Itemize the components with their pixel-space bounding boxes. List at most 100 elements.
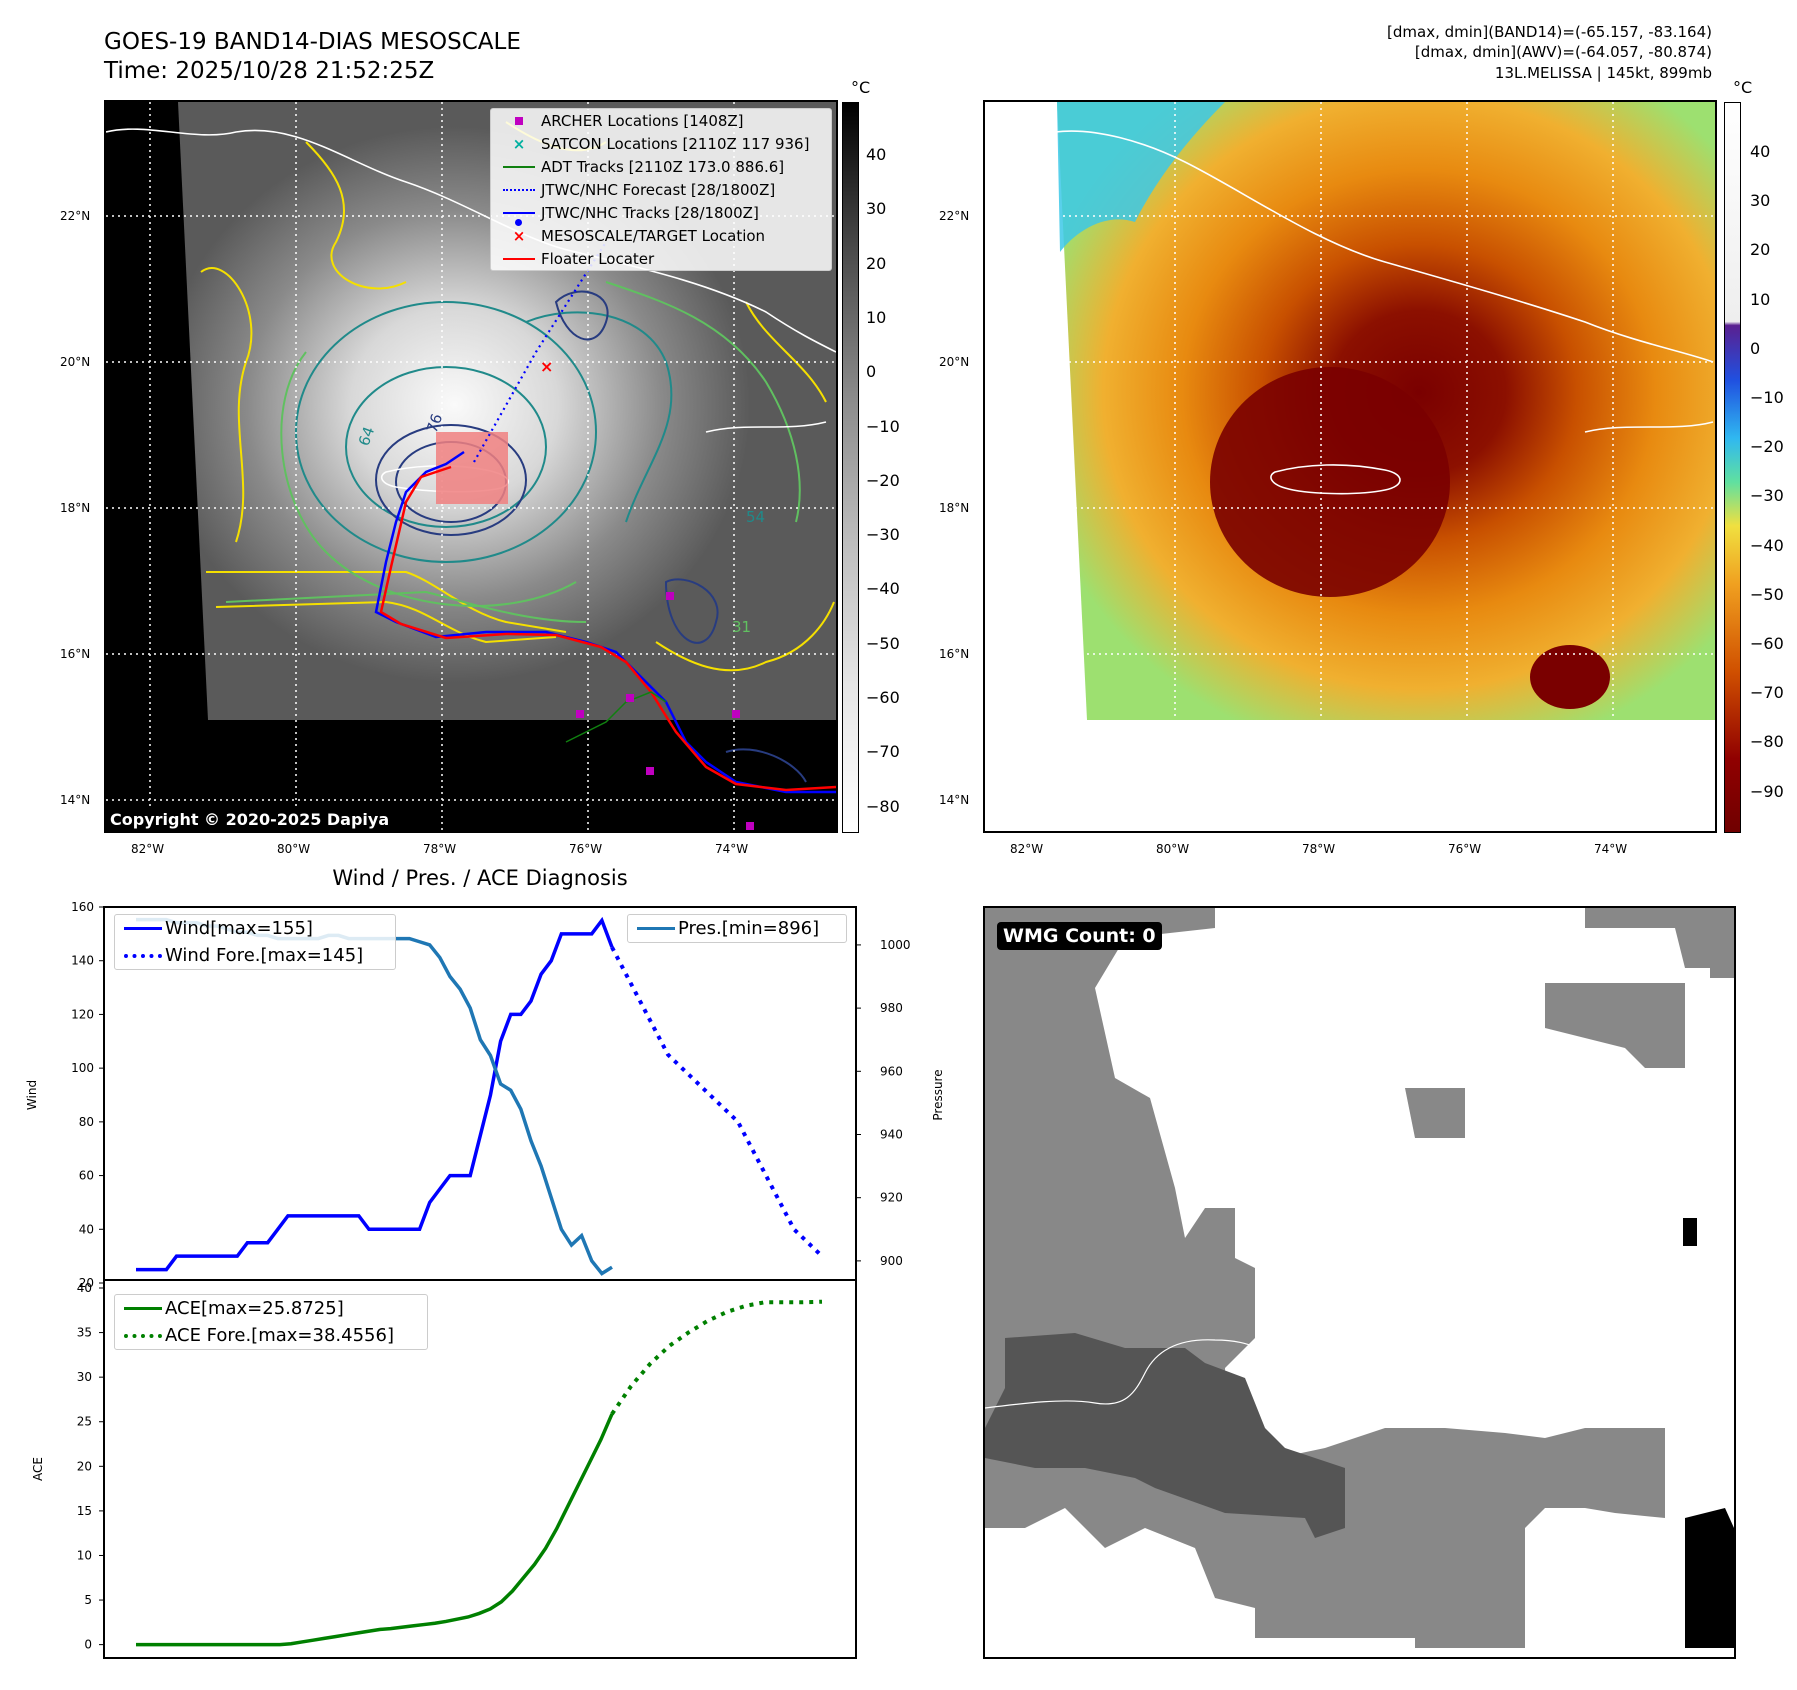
lat-label: 18°N [939, 501, 970, 515]
ace-y-tick-label: 15 [77, 1504, 92, 1518]
copyright-bg [106, 808, 436, 831]
figure-title-line2: Time: 2025/10/28 21:52:25Z [104, 58, 435, 84]
legend-label: SATCON Locations [2110Z 117 936] [541, 134, 810, 153]
gray-colorbar [842, 102, 859, 833]
color-colorbar-tick: −80 [1750, 732, 1784, 752]
gray-colorbar-tick: 30 [866, 199, 887, 219]
y2-tick-label: 900 [880, 1254, 903, 1268]
chart-title: Wind / Pres. / ACE Diagnosis [332, 866, 628, 890]
color-colorbar [1724, 102, 1741, 833]
legend-pressure: Pres.[min=896] [628, 915, 846, 942]
lon-label: 76°W [1448, 842, 1482, 856]
target-marker: × [540, 357, 553, 376]
gray-colorbar-tick: −20 [866, 470, 900, 490]
legend-label: ADT Tracks [2110Z 173.0 886.6] [541, 157, 785, 176]
contour-label: 64 [355, 424, 378, 448]
legend-label: Pres.[min=896] [678, 918, 820, 939]
lon-label: 82°W [1010, 842, 1044, 856]
forecast-track [473, 241, 607, 463]
ace-y-tick-label: 20 [77, 1459, 92, 1473]
ace-y-tick-label: 0 [84, 1638, 92, 1652]
lat-label: 16°N [60, 647, 91, 661]
legend-wind: Wind[max=155] [115, 915, 395, 942]
gray-colorbar-tick: 20 [866, 253, 887, 273]
lat-label: 14°N [939, 793, 970, 807]
archer-markers [576, 592, 754, 830]
color-colorbar-tick: −20 [1750, 437, 1784, 457]
color-colorbar-tick: −90 [1750, 781, 1784, 801]
ace-series-line [136, 1413, 614, 1647]
ace-y-tick-label: 5 [84, 1593, 92, 1607]
y-tick-label: 160 [71, 900, 94, 914]
gray-colorbar-tick: −80 [866, 796, 900, 816]
gray-colorbar-tick: −10 [866, 416, 900, 436]
legend-archer: ARCHER Locations [1408Z] [491, 109, 831, 132]
wmg-svg [985, 908, 1734, 1648]
awv-blob [1530, 645, 1610, 709]
y-tick-label: 140 [71, 954, 94, 968]
y-tick-label: 60 [79, 1169, 94, 1183]
wmg-dark-region [985, 1333, 1345, 1538]
color-colorbar-tick: 0 [1750, 338, 1761, 358]
lon-label: 80°W [1156, 842, 1190, 856]
lat-label: 18°N [60, 501, 91, 515]
y2-tick-label: 960 [880, 1064, 903, 1078]
wmg-coastline [985, 1339, 1276, 1409]
map-legend: ARCHER Locations [1408Z] × SATCON Locatio… [490, 108, 832, 271]
legend-wind-fore: Wind Fore.[max=145] [115, 942, 395, 969]
legend-label: Wind[max=155] [165, 918, 313, 939]
pressure-legend: Pres.[min=896] [627, 914, 847, 943]
wmg-black-patch [1685, 1508, 1734, 1648]
lat-label: 20°N [939, 355, 970, 369]
legend-label: JTWC/NHC Tracks [28/1800Z] [541, 203, 759, 222]
y-axis-label: Wind [25, 1080, 39, 1110]
wmg-badge: WMG Count: 0 [997, 922, 1162, 950]
legend-label: ACE[max=25.8725] [165, 1298, 344, 1319]
legend-ace: ACE[max=25.8725] [115, 1295, 427, 1322]
legend-target: × MESOSCALE/TARGET Location [512, 226, 766, 245]
awv-map-svg [985, 102, 1715, 831]
lat-label: 20°N [60, 355, 91, 369]
lon-label: 76°W [569, 842, 603, 856]
gray-colorbar-tick: 0 [866, 362, 877, 382]
legend-label: JTWC/NHC Forecast [28/1800Z] [541, 180, 776, 199]
ace-y-tick-label: 30 [77, 1370, 92, 1384]
lat-label: 14°N [60, 793, 91, 807]
observed-track [374, 450, 836, 794]
copyright: Copyright © 2020-2025 Dapiya [110, 810, 389, 829]
lon-label: 82°W [131, 842, 165, 856]
awv-cyan-area [1057, 102, 1225, 252]
legend-tracks: JTWC/NHC Tracks [28/1800Z] [491, 201, 831, 226]
legend-label: ACE Fore.[max=38.4556] [165, 1325, 394, 1346]
y2-tick-label: 1000 [880, 938, 911, 952]
y2-axis-label: Pressure [931, 1069, 945, 1120]
y-tick-label: 120 [71, 1007, 94, 1021]
ace-y-tick-label: 10 [77, 1548, 92, 1562]
contour-label: 31 [732, 618, 751, 636]
awv-coastlines [1054, 130, 1714, 495]
stats-line1: [dmax, dmin](BAND14)=(-65.157, -83.164) [1387, 23, 1712, 41]
floater-track [379, 465, 836, 792]
color-colorbar-tick: −30 [1750, 486, 1784, 506]
gray-colorbar-tick: −60 [866, 688, 900, 707]
contour-label: 76 [423, 411, 446, 435]
legend-adt: ADT Tracks [2110Z 173.0 886.6] [491, 155, 831, 178]
wind-legend: Wind[max=155] Wind Fore.[max=145] [114, 914, 396, 970]
gray-colorbar-tick: −70 [866, 742, 900, 762]
color-colorbar-tick: −10 [1750, 388, 1784, 407]
colorbar-unit-right: °C [1733, 78, 1753, 97]
y2-tick-label: 940 [880, 1127, 903, 1141]
gray-colorbar-tick: −40 [866, 579, 900, 599]
colorbar-unit-left: °C [851, 78, 871, 97]
stats-line2: [dmax, dmin](AWV)=(-64.057, -80.874) [1414, 43, 1712, 61]
ace-y-axis-label: ACE [31, 1457, 45, 1481]
color-colorbar-tick: −40 [1750, 535, 1784, 555]
y-tick-label: 20 [79, 1276, 94, 1290]
legend-floater: Floater Locater [491, 247, 831, 270]
ace-y-tick-label: 35 [77, 1326, 92, 1340]
awv-gridlines [985, 102, 1715, 831]
awv-core [1210, 367, 1450, 597]
y-tick-label: 100 [71, 1061, 94, 1075]
color-colorbar-tick: 30 [1750, 191, 1771, 211]
y2-tick-label: 920 [880, 1191, 903, 1205]
